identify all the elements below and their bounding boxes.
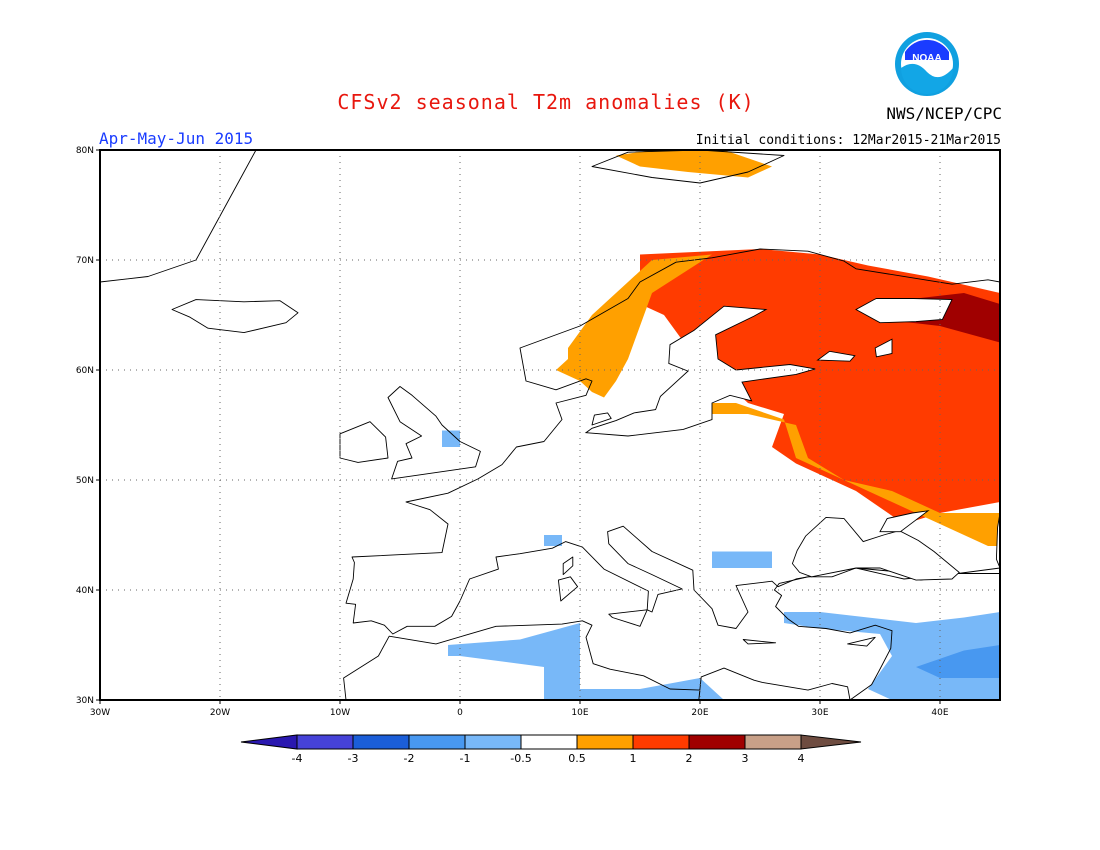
colorbar-label: 4	[798, 752, 805, 765]
axis-labels: 30W 20W 10W 0 10E 20E 30E 40E 30N 40N 50N 60N 70N 80N	[76, 146, 949, 718]
lat-tick-label: 60N	[76, 366, 94, 376]
chart-title: CFSv2 seasonal T2m anomalies (K)	[337, 90, 755, 114]
colorbar-bin	[296, 734, 354, 750]
sea-baltic	[584, 305, 816, 437]
lon-tick-label: 10E	[571, 708, 588, 718]
coastline-mainland	[345, 248, 1000, 635]
coastline-svalbard	[591, 150, 785, 184]
anomaly-region	[616, 150, 772, 178]
colorbar-label: -1	[460, 752, 471, 765]
anomaly-region	[544, 535, 562, 546]
lon-tick-label: 20W	[210, 708, 230, 718]
lat-tick-label: 80N	[76, 146, 94, 156]
anomaly-region	[676, 403, 1000, 546]
coastline-corsica	[562, 556, 574, 576]
season-label: Apr-May-Jun 2015	[99, 129, 254, 148]
anomaly-region	[712, 551, 772, 568]
colorbar-label: 0.5	[568, 752, 586, 765]
coastline-africa	[343, 620, 851, 700]
coastline-sicily	[608, 609, 648, 627]
coastline-greenland	[100, 150, 257, 283]
colorbar-label: -4	[292, 752, 303, 765]
colorbar-bin	[688, 734, 746, 750]
sea-azov	[879, 510, 930, 533]
lon-tick-label: 0	[457, 708, 463, 718]
colorbar-bin	[352, 734, 410, 750]
coastline-ireland	[339, 421, 389, 463]
colorbar-low-arrow	[240, 734, 298, 750]
sea-onega	[874, 338, 893, 358]
lat-tick-label: 50N	[76, 476, 94, 486]
map-frame	[99, 149, 1001, 701]
colorbar-bin	[520, 734, 578, 750]
lat-tick-label: 40N	[76, 586, 94, 596]
coastlines	[100, 150, 1000, 700]
coastline-crete	[742, 639, 777, 645]
initial-conditions-label: Initial conditions: 12Mar2015-21Mar2015	[695, 133, 1001, 148]
colorbar-bin	[744, 734, 802, 750]
lon-tick-label: 20E	[691, 708, 708, 718]
anomaly-region	[916, 645, 1000, 678]
coastline-cyprus	[847, 636, 876, 647]
lon-tick-label: 40E	[931, 708, 948, 718]
lon-tick-label: 10W	[330, 708, 350, 718]
coastline-sardinia	[557, 576, 579, 602]
colorbar-label: 1	[630, 752, 637, 765]
lat-tick-label: 30N	[76, 696, 94, 706]
colorbar-label: -0.5	[510, 752, 531, 765]
anomaly-region	[442, 430, 460, 447]
coastline-britain	[387, 386, 481, 480]
agency-label: NWS/NCEP/CPC	[886, 104, 1002, 123]
lat-tick-label: 70N	[76, 256, 94, 266]
anomaly-region	[448, 623, 724, 700]
colorbar-bin	[632, 734, 690, 750]
sea-ladoga	[816, 350, 856, 362]
colorbar-label: -2	[404, 752, 415, 765]
gridlines	[100, 150, 1000, 700]
colorbar-bin	[408, 734, 466, 750]
lon-tick-label: 30W	[90, 708, 110, 718]
coastline-zealand	[591, 412, 612, 426]
sea-black-sea	[791, 516, 960, 581]
colorbar-bin	[576, 734, 634, 750]
lon-tick-label: 30E	[811, 708, 828, 718]
colorbar-label: 2	[686, 752, 693, 765]
colorbar-high-arrow	[800, 734, 862, 750]
anomaly-region	[556, 254, 712, 398]
sea-white-sea	[855, 298, 953, 324]
colorbar-label: 3	[742, 752, 749, 765]
colorbar-label: -3	[348, 752, 359, 765]
colorbar-bin	[464, 734, 522, 750]
coastline-middle-east	[773, 567, 1000, 700]
